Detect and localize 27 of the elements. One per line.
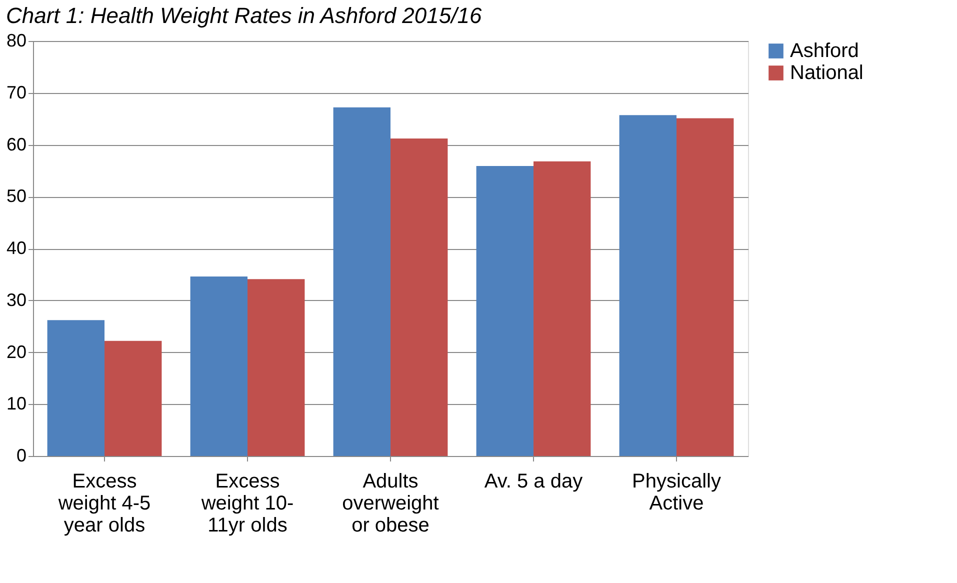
y-tick-label: 70 (6, 82, 26, 102)
bar (248, 279, 305, 456)
bar (534, 161, 591, 456)
x-tick-label: Excess weight 4-5 year olds (57, 470, 151, 536)
chart-title: Chart 1: Health Weight Rates in Ashford 2015/16 (6, 3, 482, 28)
legend-label: Ashford (790, 40, 859, 62)
y-tick-label: 50 (6, 186, 26, 206)
bar (190, 276, 248, 456)
bar (619, 115, 676, 456)
y-tick-label: 0 (16, 446, 26, 466)
x-tick-label: Av. 5 a day (484, 470, 583, 492)
bar (390, 138, 448, 456)
y-tick-label: 60 (6, 134, 26, 154)
bar (676, 118, 734, 456)
y-tick-label: 10 (6, 394, 26, 414)
x-tick-label: Adults overweight or obese (342, 470, 440, 536)
bar (104, 340, 162, 456)
legend-label: National (790, 62, 864, 84)
y-tick-label: 30 (6, 290, 26, 310)
bar (47, 320, 104, 456)
x-tick-label: Physically Active (632, 470, 721, 514)
x-tick-label: Excess weight 10-11yr olds (200, 470, 294, 536)
y-tick-label: 20 (6, 342, 26, 362)
y-tick-label: 80 (6, 30, 26, 50)
bar (333, 107, 390, 456)
bar (476, 166, 534, 456)
y-tick-label: 40 (6, 238, 26, 258)
